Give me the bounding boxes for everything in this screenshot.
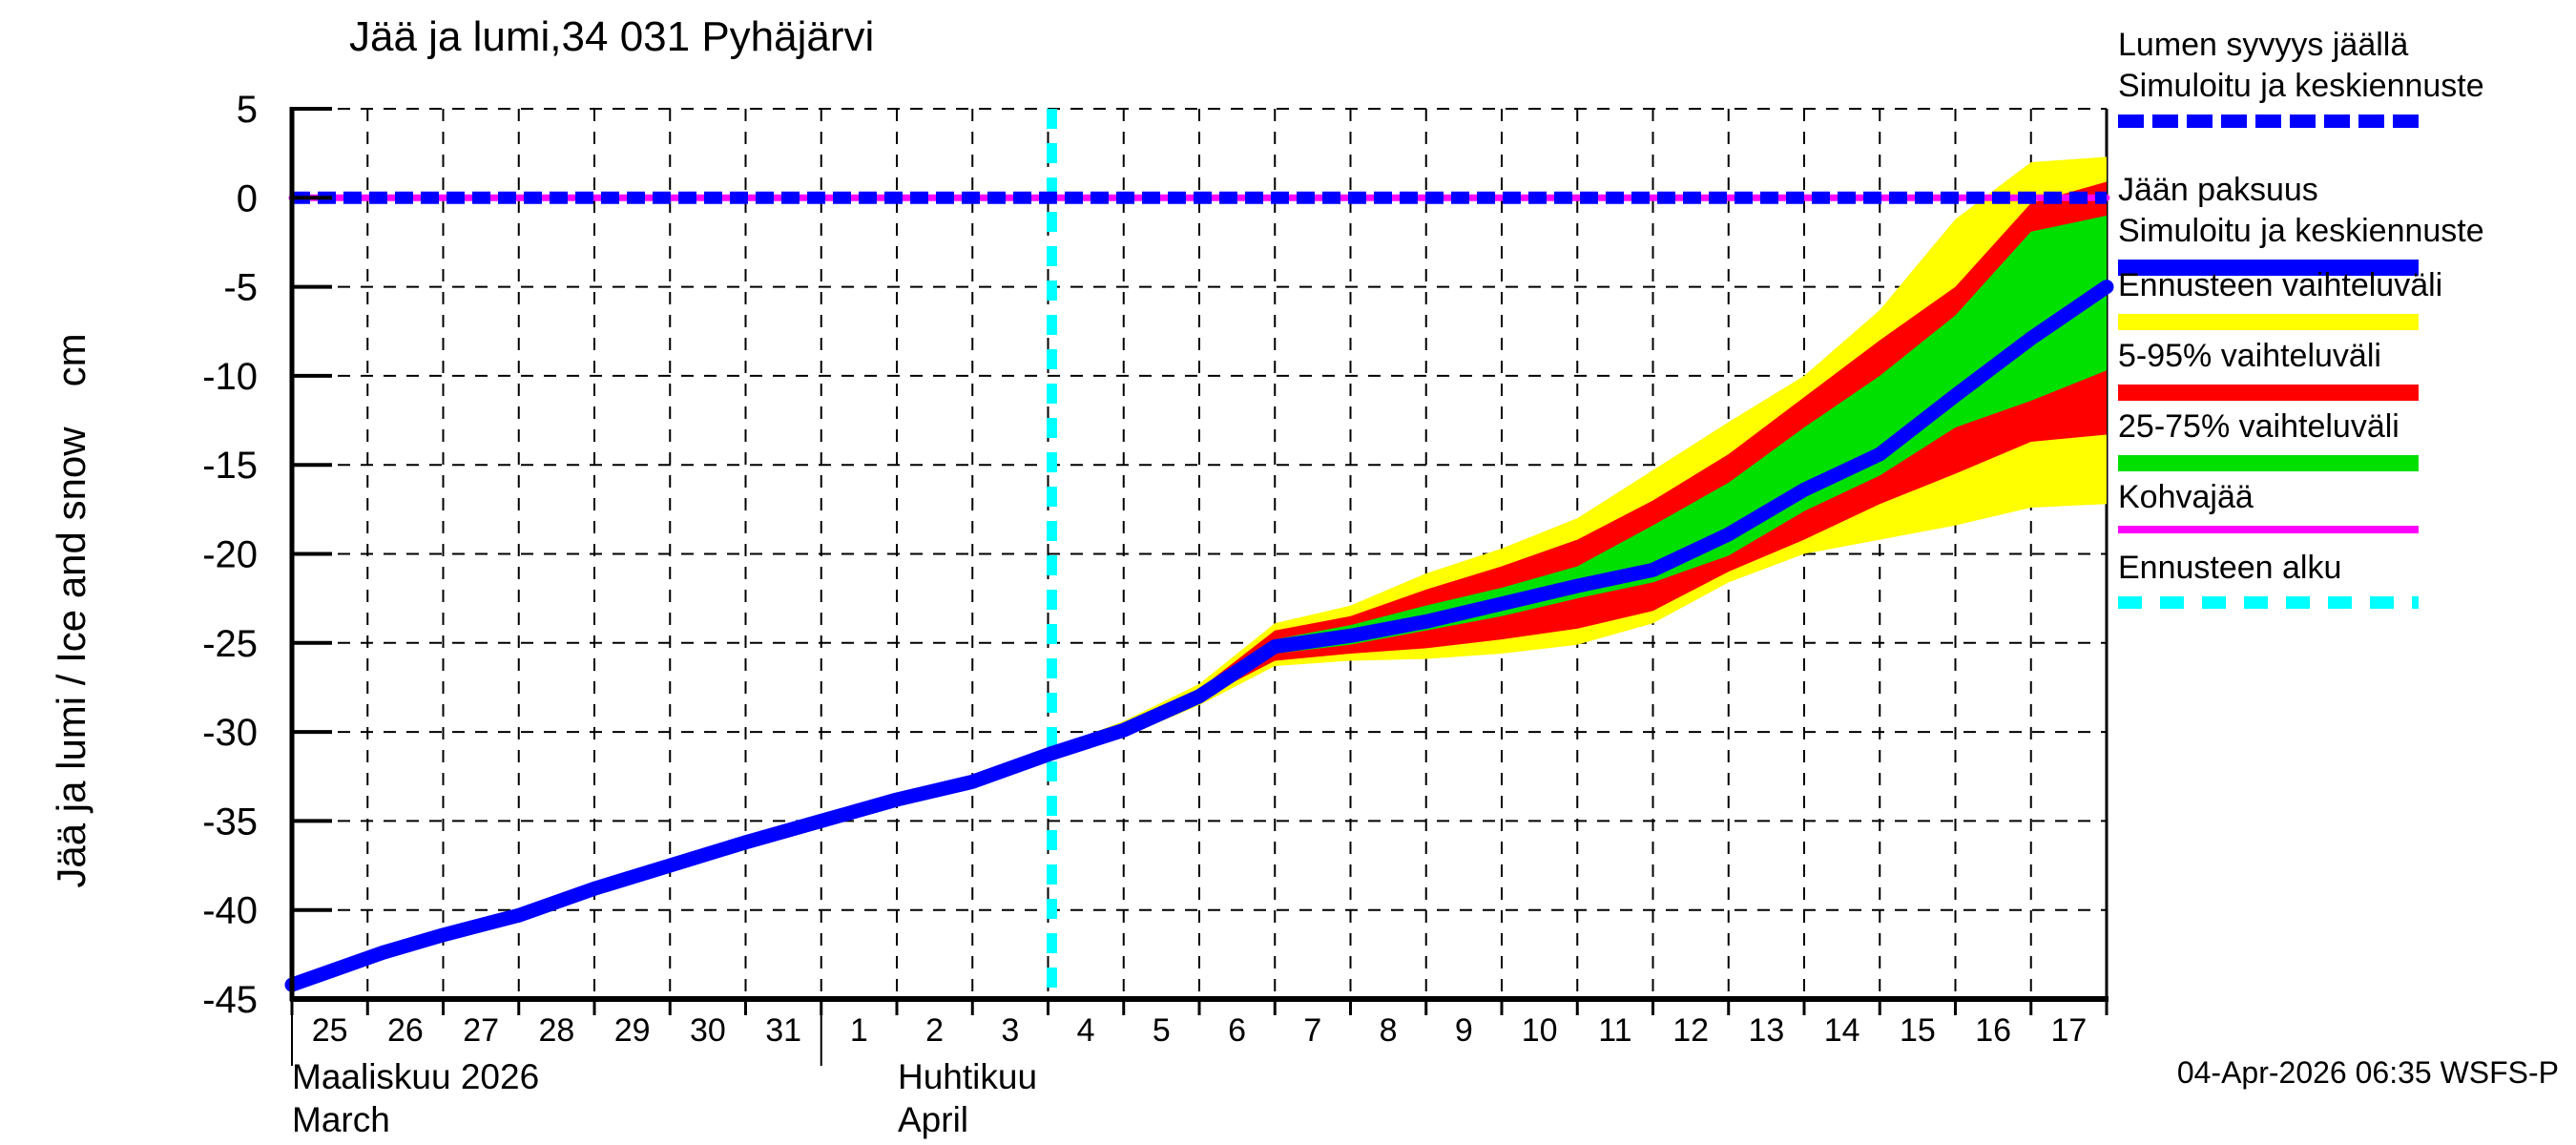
legend-entry-label: Lumen syvyys jäällä (2118, 27, 2409, 63)
month-label-april-fi: Huhtikuu (898, 1057, 1038, 1096)
page-title: Jää ja lumi,34 031 Pyhäjärvi (349, 13, 875, 60)
month-label-march-en: March (292, 1100, 390, 1139)
x-tick-label: 28 (538, 1012, 574, 1049)
legend-swatch (2118, 385, 2419, 401)
x-tick-label: 12 (1672, 1012, 1709, 1049)
legend-entry: 25-75% vaihteluväli (2118, 406, 2574, 471)
x-tick-label: 15 (1900, 1012, 1936, 1049)
x-tick-label: 26 (387, 1012, 424, 1049)
x-tick-label: 16 (1975, 1012, 2011, 1049)
y-axis-label: Jää ja lumi / Ice and snow cm (49, 205, 93, 1016)
x-tick-label: 13 (1748, 1012, 1784, 1049)
legend-entry-label: 25-75% vaihteluväli (2118, 408, 2399, 445)
y-axis-unit: cm (49, 333, 93, 387)
y-tick-label: -25 (202, 623, 258, 665)
y-tick-label: -45 (202, 979, 258, 1021)
y-tick-label: 5 (237, 89, 258, 131)
y-tick-label: -40 (202, 890, 258, 932)
legend-swatch (2118, 596, 2419, 609)
legend-entry-label: Ennusteen vaihteluväli (2118, 267, 2443, 303)
legend-entry-label: Simuloitu ja keskiennuste (2118, 68, 2484, 104)
x-tick-label: 7 (1303, 1012, 1321, 1049)
y-tick-label: -10 (202, 356, 258, 398)
month-label-april-en: April (898, 1100, 969, 1139)
x-tick-label: 5 (1153, 1012, 1171, 1049)
x-tick-label: 17 (2050, 1012, 2087, 1049)
x-tick-label: 25 (312, 1012, 348, 1049)
y-tick-label: -30 (202, 712, 258, 754)
x-tick-label: 29 (614, 1012, 651, 1049)
legend-entry: Ennusteen alku (2118, 548, 2574, 609)
legend-entry: Ennusteen vaihteluväli (2118, 265, 2574, 330)
x-tick-label: 6 (1228, 1012, 1246, 1049)
ice-thickness-history-line (284, 745, 1059, 992)
x-tick-label: 3 (1001, 1012, 1019, 1049)
chart-legend: Lumen syvyys jäällä Simuloitu ja keskienn… (2118, 0, 2574, 649)
legend-swatch (2118, 314, 2419, 330)
legend-entry-label: Kohvajää (2118, 479, 2254, 515)
legend-swatch (2118, 455, 2419, 471)
legend-entry: Kohvajää (2118, 477, 2574, 533)
y-tick-label: -35 (202, 801, 258, 843)
x-tick-label: 1 (850, 1012, 868, 1049)
y-tick-label: -20 (202, 534, 258, 576)
legend-entry: Jään paksuus Simuloitu ja keskiennuste (2118, 170, 2574, 276)
legend-entry: 5-95% vaihteluväli (2118, 336, 2574, 401)
legend-entry-label: Simuloitu ja keskiennuste (2118, 213, 2484, 249)
legend-entry-label: 5-95% vaihteluväli (2118, 338, 2381, 374)
x-tick-label: 30 (690, 1012, 726, 1049)
x-tick-label: 8 (1380, 1012, 1398, 1049)
x-tick-label: 9 (1455, 1012, 1473, 1049)
x-tick-label: 10 (1522, 1012, 1558, 1049)
x-tick-label: 11 (1598, 1012, 1631, 1049)
legend-swatch (2118, 114, 2419, 128)
x-tick-label: 2 (925, 1012, 944, 1049)
legend-swatch (2118, 526, 2419, 533)
legend-entry: Lumen syvyys jäällä Simuloitu ja keskienn… (2118, 25, 2574, 128)
y-axis-label-text: Jää ja lumi / Ice and snow (49, 427, 93, 888)
month-label-march-fi: Maaliskuu 2026 (292, 1057, 540, 1096)
band-25-75 (1275, 215, 2107, 654)
y-tick-label: 0 (237, 177, 258, 219)
legend-entry-label: Ennusteen alku (2118, 550, 2342, 586)
ice-thickness-forecast-line (1044, 280, 2114, 760)
x-tick-label: 31 (765, 1012, 801, 1049)
run-timestamp: 04-Apr-2026 06:35 WSFS-P (2176, 1055, 2559, 1090)
x-tick-label: 4 (1077, 1012, 1095, 1049)
x-tick-label: 27 (463, 1012, 499, 1049)
legend-swatch (2118, 260, 2419, 276)
y-tick-label: -15 (202, 445, 258, 487)
x-tick-label: 14 (1824, 1012, 1860, 1049)
band-5-95 (1051, 181, 2107, 758)
y-tick-label: -5 (223, 267, 258, 309)
legend-entry-label: Jään paksuus (2118, 172, 2318, 208)
